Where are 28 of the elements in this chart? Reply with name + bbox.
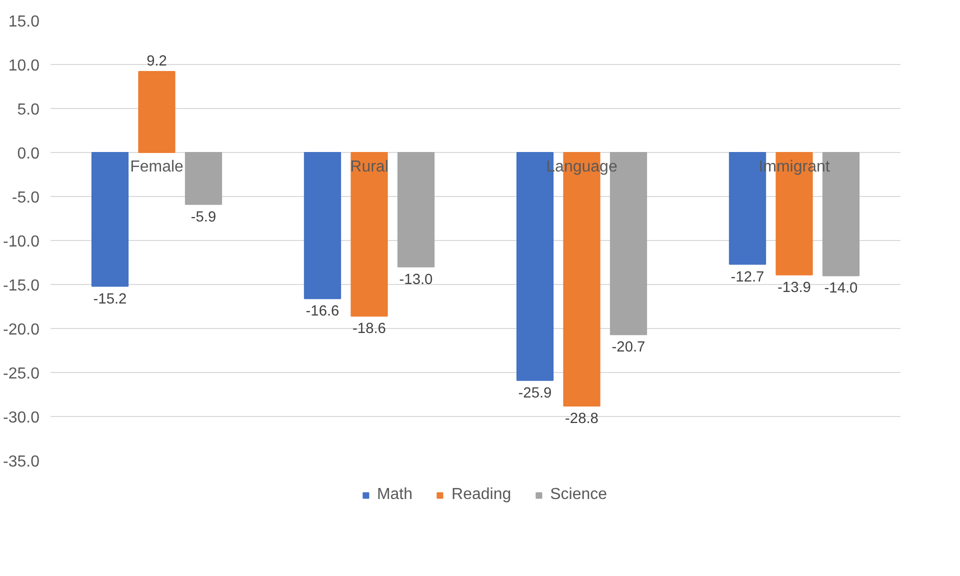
y-tick-label: -30.0 bbox=[3, 410, 40, 426]
x-tick-label: Female bbox=[130, 158, 184, 176]
data-label: 9.2 bbox=[146, 54, 167, 70]
legend-label: Reading bbox=[452, 486, 512, 504]
data-label: -14.0 bbox=[824, 280, 858, 297]
data-label: -13.0 bbox=[399, 272, 433, 288]
y-tick-label: -5.0 bbox=[12, 190, 40, 206]
y-tick-label: -10.0 bbox=[3, 234, 40, 250]
y-tick-label: 10.0 bbox=[8, 58, 40, 74]
legend-label: Science bbox=[550, 486, 608, 504]
data-label: -28.8 bbox=[565, 410, 598, 427]
data-label: -5.9 bbox=[190, 209, 216, 226]
y-tick-label: -20.0 bbox=[3, 322, 40, 338]
data-label: -18.6 bbox=[352, 321, 386, 338]
data-label: -16.6 bbox=[306, 304, 340, 320]
x-tick-label: Rural bbox=[350, 158, 388, 176]
data-label: -13.9 bbox=[778, 280, 811, 296]
y-tick-label: 0.0 bbox=[17, 146, 40, 162]
data-label: -25.9 bbox=[518, 385, 552, 402]
legend-label: Math bbox=[376, 486, 413, 504]
y-tick-label: -25.0 bbox=[3, 366, 40, 382]
y-tick-label: 15.0 bbox=[8, 14, 40, 30]
y-tick-label: -35.0 bbox=[3, 454, 40, 470]
data-label: -20.7 bbox=[612, 340, 646, 356]
data-label: -15.2 bbox=[93, 291, 127, 308]
y-tick-label: -15.0 bbox=[3, 278, 40, 294]
y-tick-label: 5.0 bbox=[17, 102, 40, 118]
data-label: -12.7 bbox=[730, 269, 764, 286]
